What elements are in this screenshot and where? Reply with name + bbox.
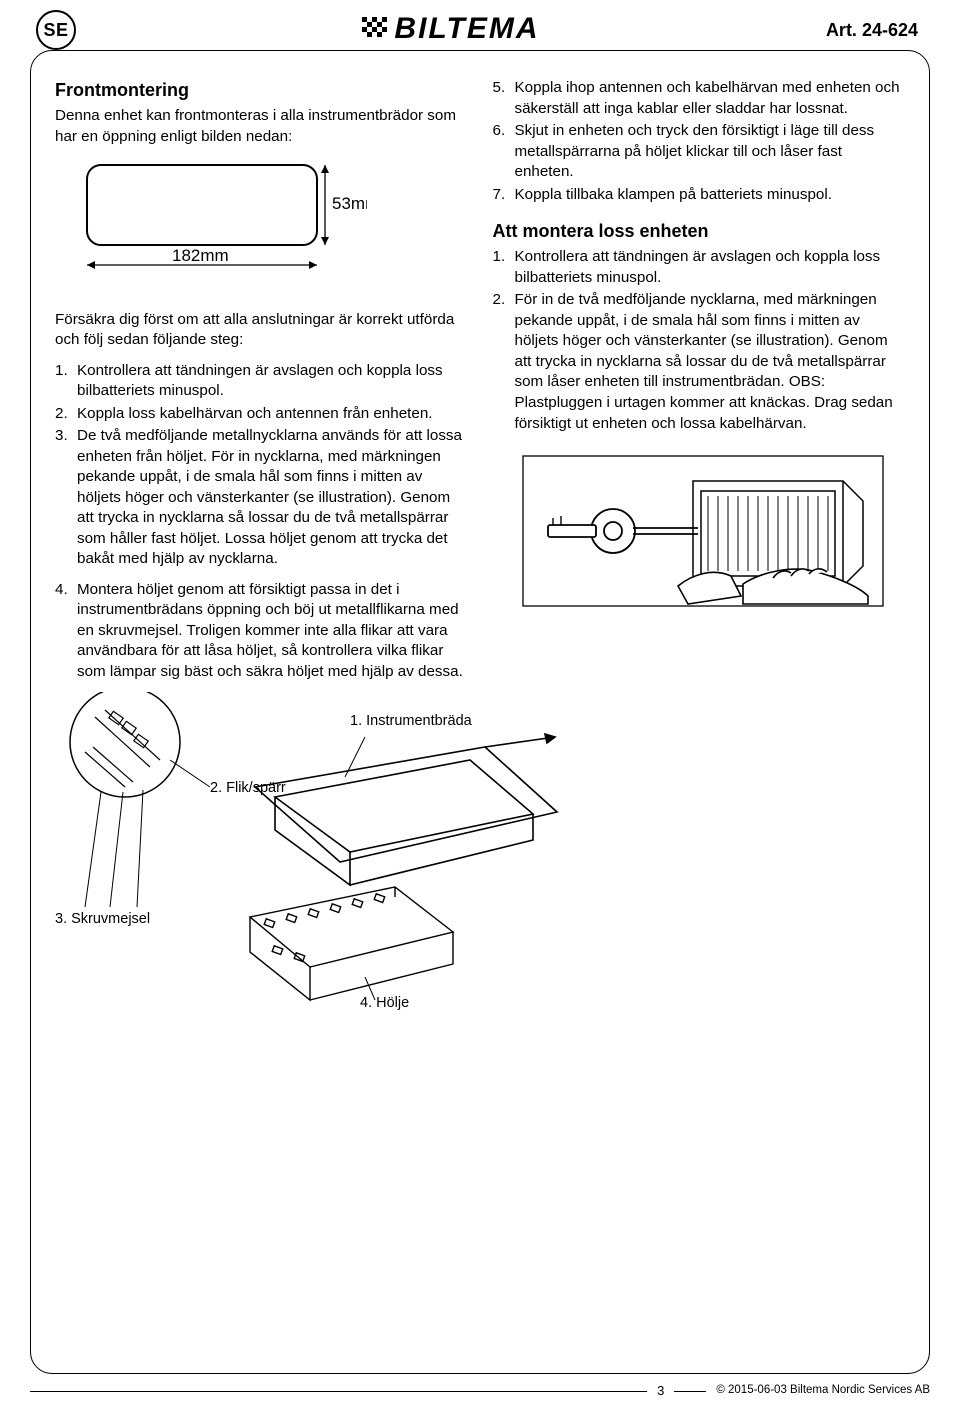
removal-diagram	[513, 446, 893, 622]
assure-text: Försäkra dig först om att alla anslutnin…	[55, 310, 468, 351]
footer-rule-left	[30, 1391, 647, 1392]
install-steps-1to3: Kontrollera att tändningen är avslagen o…	[55, 361, 468, 570]
page-footer: 3 © 2015-06-03 Biltema Nordic Services A…	[30, 1382, 930, 1400]
footer-rule-right	[674, 1391, 706, 1392]
step-6: Skjut in enheten och tryck den försiktig…	[493, 121, 906, 183]
install-diagram: 1. Instrumentbräda 2. Flik/spärr 3. Skru…	[55, 692, 605, 1012]
page-number: 3	[657, 1382, 664, 1400]
heading-frontmontering: Frontmontering	[55, 78, 468, 102]
install-steps-5to7: Koppla ihop antennen och kabelhärvan med…	[493, 78, 906, 205]
copyright: © 2015-06-03 Biltema Nordic Services AB	[716, 1383, 930, 1399]
dimension-diagram: 53mm 182mm	[67, 157, 367, 293]
callout-4: 4. Hölje	[360, 994, 409, 1014]
dim-height: 53mm	[332, 194, 367, 213]
remove-step-1: Kontrollera att tändningen är avslagen o…	[493, 247, 906, 288]
intro-text: Denna enhet kan frontmonteras i alla ins…	[55, 106, 468, 147]
dim-width: 182mm	[172, 246, 229, 265]
content-columns: Frontmontering Denna enhet kan frontmont…	[55, 78, 905, 1012]
step-4: Montera höljet genom att försiktigt pass…	[55, 580, 468, 683]
brand-text: BILTEMA	[394, 12, 539, 45]
step-1: Kontrollera att tändningen är avslagen o…	[55, 361, 468, 402]
step-2: Koppla loss kabelhärvan och antennen frå…	[55, 404, 468, 425]
page: SE BILTEMA Art. 24-624 Frontmontering De…	[0, 0, 960, 1414]
checker-icon	[362, 10, 388, 51]
heading-remove: Att montera loss enheten	[493, 219, 906, 243]
page-header: SE BILTEMA Art. 24-624	[30, 10, 930, 50]
step-7: Koppla tillbaka klampen på batteriets mi…	[493, 185, 906, 206]
callout-2: 2. Flik/spärr	[210, 779, 286, 799]
language-badge: SE	[36, 10, 76, 50]
brand-logo: BILTEMA	[76, 9, 826, 50]
article-number: Art. 24-624	[826, 18, 918, 42]
install-step-4: Montera höljet genom att försiktigt pass…	[55, 580, 468, 683]
callout-3: 3. Skruvmejsel	[55, 910, 150, 930]
remove-steps: Kontrollera att tändningen är avslagen o…	[493, 247, 906, 434]
step-5: Koppla ihop antennen och kabelhärvan med…	[493, 78, 906, 119]
remove-step-2: För in de två medföljande nycklarna, med…	[493, 290, 906, 434]
callout-1: 1. Instrumentbräda	[350, 712, 472, 732]
left-column: Frontmontering Denna enhet kan frontmont…	[55, 78, 468, 1012]
step-3: De två medföljande metallnycklarna använ…	[55, 426, 468, 570]
